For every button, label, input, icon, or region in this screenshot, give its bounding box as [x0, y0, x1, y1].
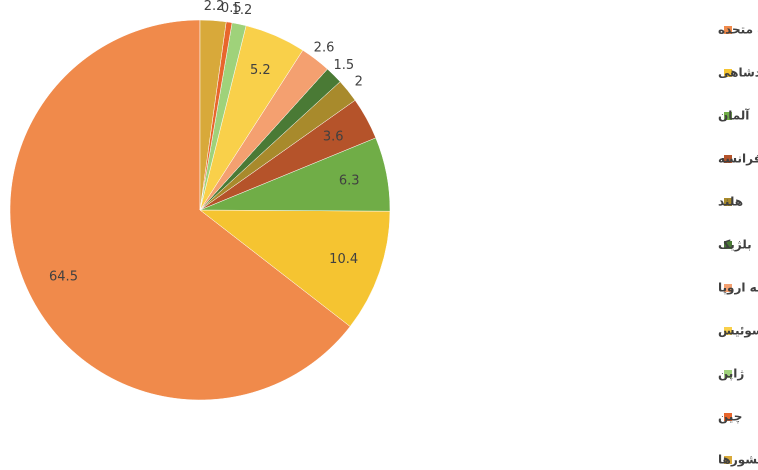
page: 64.510.46.33.621.52.65.21.20.52.2ایالات …: [0, 0, 758, 470]
legend-label: آلمان: [718, 108, 750, 123]
legend-label: سوئیس: [718, 324, 758, 339]
data-label: 10.4: [329, 252, 358, 267]
legend-label: هلند: [718, 195, 743, 209]
legend-label: ژاپن: [718, 367, 744, 381]
legend-label: سایر کشورها: [718, 453, 758, 468]
data-label: 2: [355, 74, 363, 89]
data-label: 2.2: [204, 0, 225, 14]
data-label: 64.5: [49, 269, 78, 284]
legend-label: فرانسه: [718, 152, 758, 166]
legend-label: ایالات متحده: [718, 23, 758, 37]
data-label: 3.6: [323, 129, 344, 144]
data-label: 6.3: [339, 174, 360, 189]
data-label: 5.2: [250, 63, 271, 78]
legend-label: چین: [718, 410, 742, 424]
legend-label: بلژیک: [718, 238, 752, 252]
legend-label: سایر اتحادیه اروپا: [718, 281, 758, 296]
data-label: 2.6: [314, 41, 335, 56]
chart: 64.510.46.33.621.52.65.21.20.52.2ایالات …: [0, 0, 758, 470]
legend-label: متحده پادشاهی: [718, 66, 758, 80]
data-label: 1.5: [333, 58, 354, 73]
